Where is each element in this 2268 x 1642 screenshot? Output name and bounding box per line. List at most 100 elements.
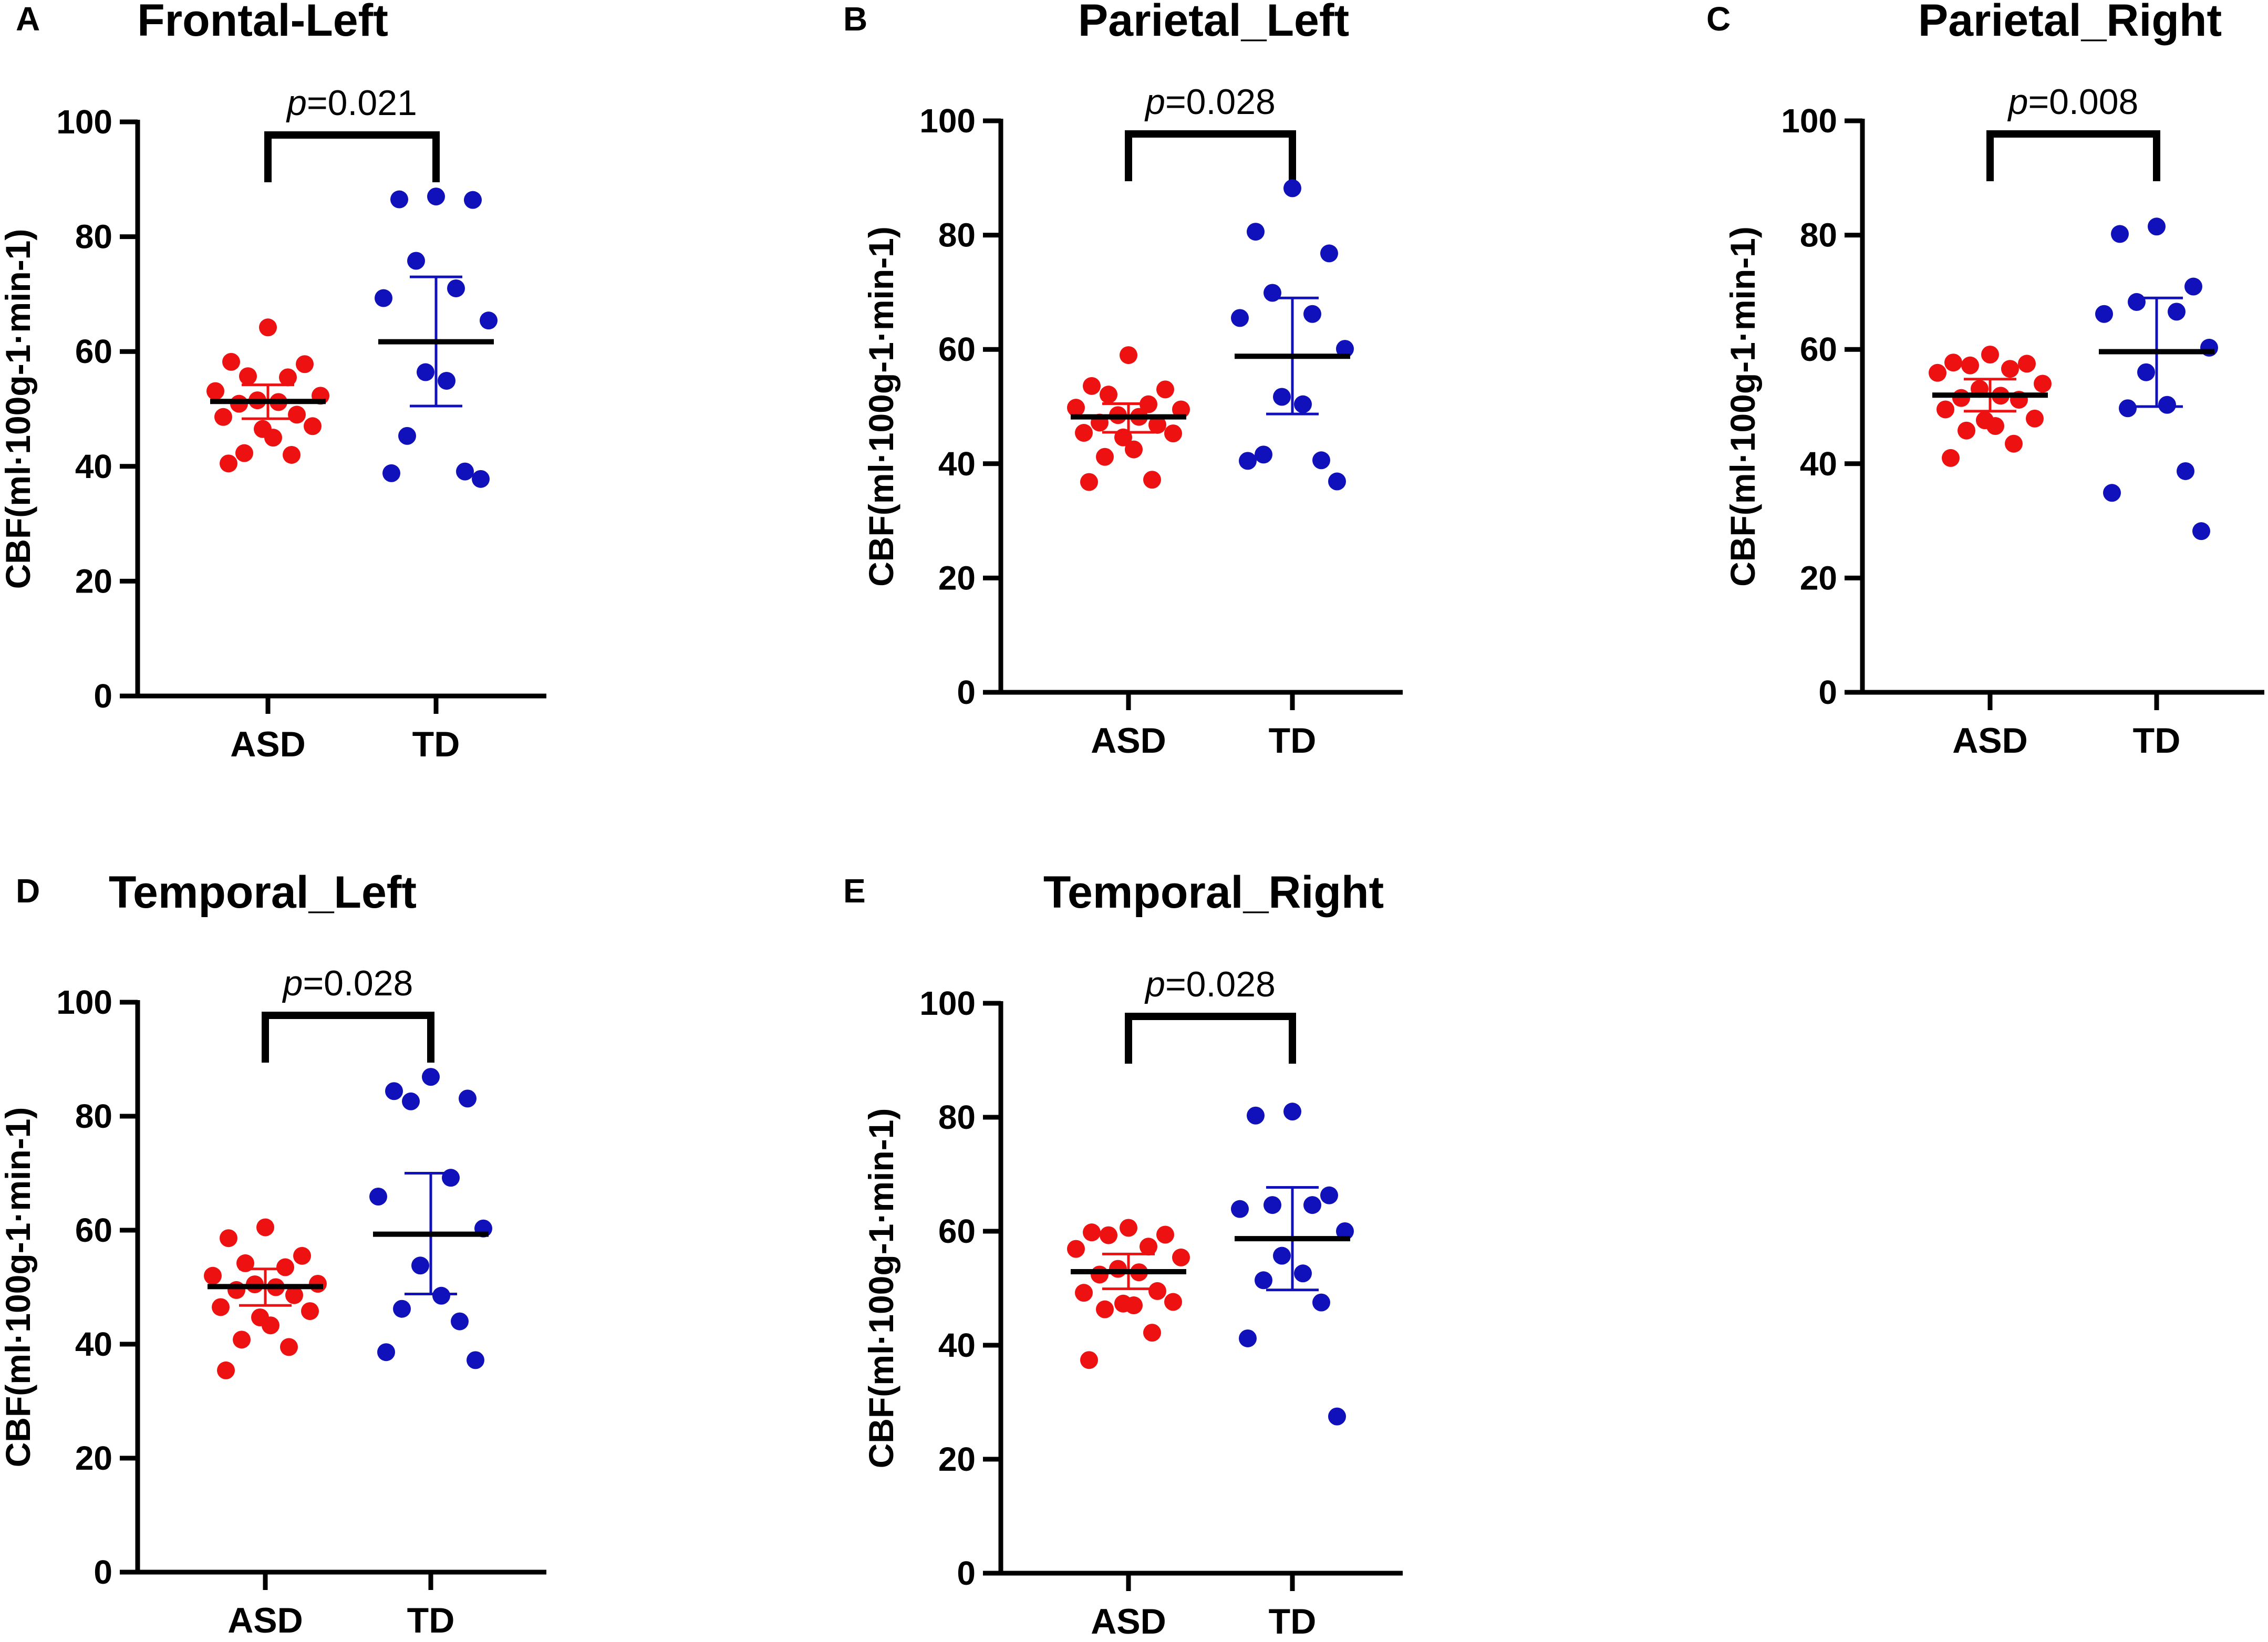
data-point bbox=[1143, 1324, 1161, 1342]
data-point bbox=[227, 1281, 245, 1299]
data-point bbox=[1312, 1293, 1330, 1312]
data-point bbox=[1312, 451, 1330, 470]
data-point bbox=[1981, 345, 1999, 363]
data-point bbox=[1120, 1219, 1137, 1237]
series-td bbox=[2095, 217, 2218, 541]
data-point bbox=[2137, 363, 2155, 381]
data-point bbox=[369, 1187, 387, 1205]
data-point bbox=[2177, 462, 2194, 480]
data-point bbox=[1156, 380, 1174, 399]
panel-letter: E bbox=[843, 872, 866, 910]
data-point bbox=[2119, 399, 2137, 418]
data-point bbox=[2103, 484, 2121, 502]
panel-e: E Temporal_Right CBF(ml·100g-1·min-1) 0 20 40… bbox=[843, 867, 1403, 1641]
data-point bbox=[1283, 179, 1301, 198]
data-point bbox=[464, 191, 482, 209]
data-point bbox=[1929, 363, 1946, 382]
data-point bbox=[2128, 293, 2146, 311]
series-td bbox=[1231, 179, 1354, 491]
y-tick-label: 80 bbox=[75, 1097, 112, 1135]
p-label: p bbox=[2007, 82, 2028, 122]
data-point bbox=[2018, 355, 2036, 373]
panel-title: Frontal-Left bbox=[137, 0, 388, 46]
data-point bbox=[1075, 1284, 1093, 1302]
y-tick-label: 0 bbox=[1818, 673, 1837, 711]
y-axis-label: CBF(ml·100g-1·min-1) bbox=[0, 1107, 37, 1468]
data-point bbox=[1986, 417, 2004, 435]
data-point bbox=[442, 1169, 460, 1187]
y-tick-label: 60 bbox=[938, 1212, 976, 1250]
series-td bbox=[369, 1068, 492, 1369]
data-point bbox=[393, 1300, 411, 1318]
y-tick-label: 40 bbox=[938, 445, 976, 483]
data-point bbox=[217, 1361, 235, 1379]
y-tick-label: 100 bbox=[56, 983, 112, 1021]
data-point bbox=[1164, 1293, 1182, 1311]
data-point bbox=[390, 190, 408, 209]
p-value: =0.028 bbox=[1165, 964, 1276, 1004]
data-point bbox=[411, 1256, 429, 1275]
p-label: p bbox=[1144, 82, 1165, 122]
data-point bbox=[296, 355, 314, 373]
y-tick-label: 80 bbox=[1800, 216, 1837, 254]
data-point bbox=[2168, 303, 2186, 321]
y-tick-label: 60 bbox=[938, 330, 976, 368]
panel-title: Parietal_Left bbox=[1078, 0, 1349, 46]
data-point bbox=[377, 1343, 395, 1362]
data-point bbox=[212, 1298, 230, 1316]
data-point bbox=[1936, 400, 1954, 419]
x-category-label: ASD bbox=[1091, 721, 1166, 761]
data-point bbox=[1255, 445, 1272, 464]
x-category-label: ASD bbox=[1952, 721, 2028, 761]
data-point bbox=[1172, 1248, 1190, 1266]
data-point bbox=[467, 1351, 484, 1369]
p-value-annotation: p=0.028 bbox=[282, 963, 413, 1003]
y-tick-label: 20 bbox=[1800, 559, 1837, 597]
panel-b: B Parietal_Left CBF(ml·100g-1·min-1) 0 20 40 6… bbox=[843, 0, 1403, 761]
panel-title: Temporal_Left bbox=[109, 867, 417, 918]
series-asd bbox=[1067, 346, 1190, 491]
data-point bbox=[2192, 522, 2210, 541]
data-point bbox=[1164, 424, 1182, 443]
data-point bbox=[480, 311, 498, 330]
data-point bbox=[447, 279, 465, 297]
data-point bbox=[1080, 473, 1098, 491]
y-tick-label: 60 bbox=[75, 1211, 112, 1249]
y-tick-label: 100 bbox=[1781, 102, 1837, 140]
data-point bbox=[1247, 1106, 1265, 1125]
p-value-annotation: p=0.028 bbox=[1144, 82, 1276, 122]
y-tick-label: 40 bbox=[938, 1326, 976, 1364]
data-point bbox=[280, 1338, 298, 1356]
data-point bbox=[1239, 1329, 1257, 1347]
p-label: p bbox=[1144, 964, 1165, 1004]
data-point bbox=[259, 318, 277, 337]
y-tick-label: 20 bbox=[75, 1439, 112, 1477]
x-category-label: TD bbox=[412, 724, 460, 764]
p-value: =0.021 bbox=[307, 83, 417, 123]
data-point bbox=[1143, 471, 1161, 489]
data-point bbox=[288, 406, 306, 424]
data-point bbox=[1125, 1296, 1143, 1315]
panel-c: C Parietal_Right CBF(ml·100g-1·min-1) 0 20 40… bbox=[1706, 0, 2264, 761]
data-point bbox=[375, 289, 392, 307]
data-point bbox=[1109, 1260, 1127, 1278]
significance-bracket bbox=[264, 131, 440, 182]
data-point bbox=[1083, 377, 1101, 395]
x-category-label: TD bbox=[2133, 721, 2181, 761]
data-point bbox=[283, 445, 301, 464]
series-asd bbox=[206, 318, 329, 473]
data-point bbox=[1952, 389, 1970, 407]
y-tick-label: 100 bbox=[919, 102, 976, 140]
x-category-label: TD bbox=[1269, 1602, 1317, 1641]
data-point bbox=[1148, 415, 1166, 434]
y-tick-label: 0 bbox=[94, 1553, 112, 1591]
data-point bbox=[1961, 356, 1979, 375]
y-tick-label: 40 bbox=[1800, 445, 1837, 483]
y-axis-label: CBF(ml·100g-1·min-1) bbox=[862, 1108, 900, 1469]
data-point bbox=[459, 1089, 477, 1108]
x-category-label: ASD bbox=[230, 724, 306, 764]
p-value: =0.008 bbox=[2028, 82, 2138, 122]
p-label: p bbox=[282, 963, 303, 1003]
y-tick-label: 80 bbox=[938, 1098, 976, 1136]
y-tick-label: 20 bbox=[938, 559, 976, 597]
